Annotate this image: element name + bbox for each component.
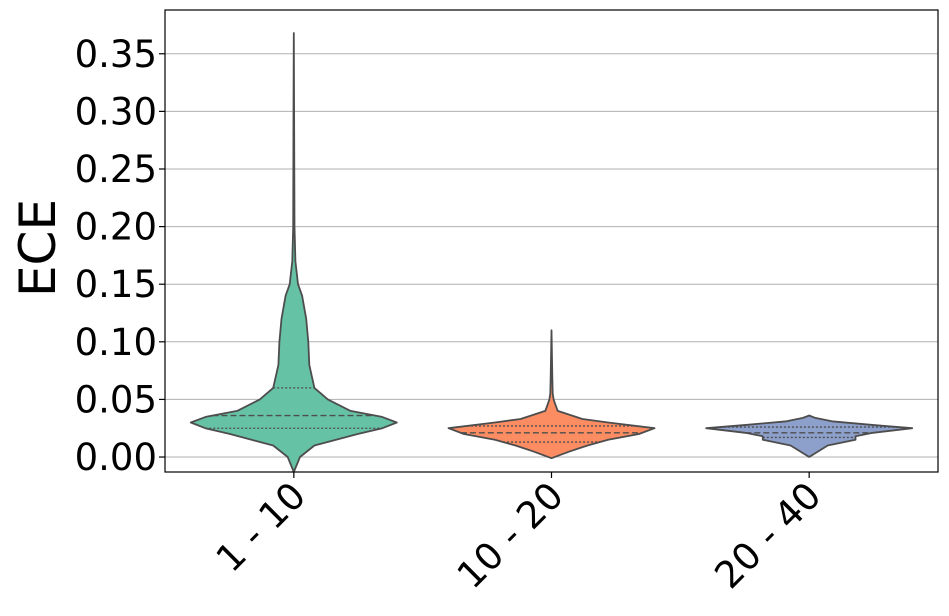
y-tick-label: 0.30 <box>75 90 157 133</box>
violin-1-10 <box>189 32 398 473</box>
y-tick-label: 0.10 <box>75 321 157 364</box>
y-axis: 0.00 0.05 0.10 0.15 0.20 0.25 0.30 0.35 <box>75 33 165 479</box>
x-tick-label: 1 - 10 <box>208 474 314 580</box>
y-tick-label: 0.25 <box>75 148 157 191</box>
x-tick-label: 20 - 40 <box>706 474 829 597</box>
y-tick-label: 0.35 <box>75 33 157 76</box>
y-tick-label: 0.00 <box>75 436 157 479</box>
violins <box>189 32 914 473</box>
x-tick-label: 10 - 20 <box>449 474 572 597</box>
violin-10-20 <box>447 329 656 460</box>
y-tick-label: 0.20 <box>75 206 157 249</box>
violin-20-40 <box>705 414 914 458</box>
y-tick-label: 0.05 <box>75 378 157 421</box>
y-tick-label: 0.15 <box>75 263 157 306</box>
x-axis: 1 - 10 10 - 20 20 - 40 <box>208 472 830 597</box>
y-axis-title: ECE <box>9 199 67 297</box>
